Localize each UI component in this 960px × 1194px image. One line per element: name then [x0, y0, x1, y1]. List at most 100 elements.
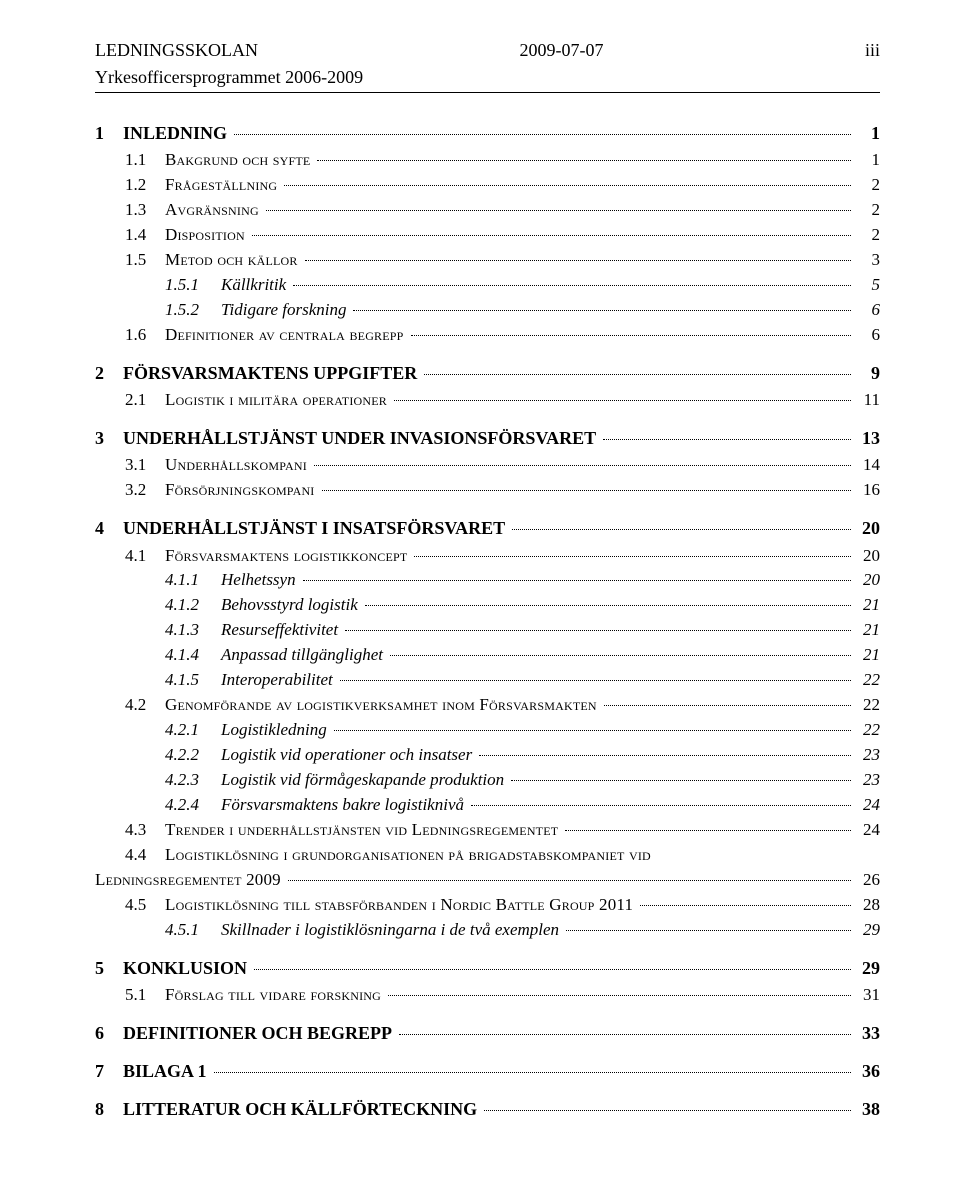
- toc-num: 4.1.1: [165, 569, 221, 592]
- toc-entry: 5.1Förslag till vidare forskning 31: [95, 984, 880, 1007]
- toc-entry: 4.2.2Logistik vid operationer och insats…: [95, 744, 880, 767]
- toc-entry: Ledningsregementet 200926: [95, 869, 880, 892]
- toc-entry: 1.6Definitioner av centrala begrepp6: [95, 324, 880, 347]
- toc-entry: 1.2Frågeställning2: [95, 174, 880, 197]
- toc-entry: 1.5.2Tidigare forskning6: [95, 299, 880, 322]
- toc-num: 4.3: [125, 819, 165, 842]
- table-of-contents: 1INLEDNING11.1Bakgrund och syfte11.2Fråg…: [95, 121, 880, 1122]
- toc-leader: [390, 655, 851, 656]
- toc-leader: [214, 1072, 851, 1073]
- toc-num: 3.1: [125, 454, 165, 477]
- toc-page: 21: [854, 644, 880, 667]
- toc-page: 2: [854, 174, 880, 197]
- toc-page: 36: [854, 1059, 880, 1083]
- toc-page: 5: [854, 274, 880, 297]
- toc-label: Förslag till vidare forskning: [165, 984, 385, 1007]
- running-header: LEDNINGSSKOLAN 2009-07-07 iii: [95, 40, 880, 61]
- toc-entry: 4.2Genomförande av logistikverksamhet in…: [95, 694, 880, 717]
- toc-entry: 5KONKLUSION29: [95, 956, 880, 980]
- toc-page: 29: [854, 919, 880, 942]
- toc-label: Genomförande av logistikverksamhet inom …: [165, 694, 601, 717]
- toc-entry: 4.3Trender i underhållstjänsten vid Ledn…: [95, 819, 880, 842]
- toc-label: Metod och källor: [165, 249, 302, 272]
- toc-label: KONKLUSION: [123, 956, 251, 980]
- toc-label: Logistikledning: [221, 719, 331, 742]
- toc-label: Logistiklösning i grundorganisationen på…: [165, 844, 655, 867]
- toc-entry: 3.1Underhållskompani14: [95, 454, 880, 477]
- toc-leader: [512, 529, 851, 530]
- toc-label: Försvarsmaktens bakre logistiknivå: [221, 794, 468, 817]
- toc-num: 4.1.4: [165, 644, 221, 667]
- toc-entry: 4.1.5Interoperabilitet22: [95, 669, 880, 692]
- toc-entry: 4.5.1Skillnader i logistiklösningarna i …: [95, 919, 880, 942]
- toc-page: 6: [854, 324, 880, 347]
- toc-label: LITTERATUR OCH KÄLLFÖRTECKNING: [123, 1097, 481, 1121]
- toc-num: 4.2.1: [165, 719, 221, 742]
- toc-entry: 1.3Avgränsning2: [95, 199, 880, 222]
- toc-entry: 4.1.1Helhetssyn20: [95, 569, 880, 592]
- toc-label: INLEDNING: [123, 121, 231, 145]
- toc-leader: [479, 755, 851, 756]
- toc-num: 1.5: [125, 249, 165, 272]
- toc-leader: [471, 805, 851, 806]
- toc-entry: 4.1Försvarsmaktens logistikkoncept20: [95, 545, 880, 568]
- toc-page: 29: [854, 956, 880, 980]
- toc-num: 4.2.3: [165, 769, 221, 792]
- toc-label: Källkritik: [221, 274, 290, 297]
- toc-leader: [566, 930, 851, 931]
- toc-leader: [254, 969, 851, 970]
- toc-num: 4.4: [125, 844, 165, 867]
- toc-label: Interoperabilitet: [221, 669, 337, 692]
- toc-num: 1.2: [125, 174, 165, 197]
- toc-num: 4.2: [125, 694, 165, 717]
- toc-num: 1.3: [125, 199, 165, 222]
- toc-entry: 4.1.2Behovsstyrd logistik21: [95, 594, 880, 617]
- toc-num: 1.4: [125, 224, 165, 247]
- toc-page: 31: [854, 984, 880, 1007]
- toc-leader: [305, 260, 851, 261]
- toc-leader: [252, 235, 851, 236]
- toc-leader: [424, 374, 851, 375]
- toc-entry: 4.2.3Logistik vid förmågeskapande produk…: [95, 769, 880, 792]
- toc-num: 4.5.1: [165, 919, 221, 942]
- toc-page: 1: [854, 149, 880, 172]
- toc-num: 4.2.4: [165, 794, 221, 817]
- toc-page: 1: [854, 121, 880, 145]
- toc-page: 20: [854, 569, 880, 592]
- toc-leader: [511, 780, 851, 781]
- toc-num: 4.1.5: [165, 669, 221, 692]
- toc-entry: 8LITTERATUR OCH KÄLLFÖRTECKNING38: [95, 1097, 880, 1121]
- toc-entry: 4.4Logistiklösning i grundorganisationen…: [95, 844, 880, 867]
- toc-page: 2: [854, 224, 880, 247]
- toc-num: 4.1.3: [165, 619, 221, 642]
- toc-label: UNDERHÅLLSTJÄNST UNDER INVASIONSFÖRSVARE…: [123, 426, 600, 450]
- toc-entry: 4.1.3Resurseffektivitet21: [95, 619, 880, 642]
- toc-label: Anpassad tillgänglighet: [221, 644, 387, 667]
- toc-label: Tidigare forskning: [221, 299, 350, 322]
- header-center: 2009-07-07: [519, 40, 603, 61]
- toc-num: 8: [95, 1097, 123, 1121]
- toc-leader: [340, 680, 851, 681]
- toc-leader: [353, 310, 851, 311]
- page: LEDNINGSSKOLAN 2009-07-07 iii Yrkesoffic…: [0, 0, 960, 1194]
- toc-entry: 7BILAGA 136: [95, 1059, 880, 1083]
- toc-entry: 2FÖRSVARSMAKTENS UPPGIFTER9: [95, 361, 880, 385]
- toc-page: 9: [854, 361, 880, 385]
- toc-leader: [334, 730, 851, 731]
- toc-leader: [565, 830, 851, 831]
- toc-leader: [484, 1110, 851, 1111]
- toc-label: Logistik vid operationer och insatser: [221, 744, 476, 767]
- toc-leader: [603, 439, 851, 440]
- toc-entry: 4.5Logistiklösning till stabsförbanden i…: [95, 894, 880, 917]
- toc-page: 6: [854, 299, 880, 322]
- toc-leader: [234, 134, 851, 135]
- header-left: LEDNINGSSKOLAN: [95, 40, 258, 61]
- toc-page: 13: [854, 426, 880, 450]
- toc-label: FÖRSVARSMAKTENS UPPGIFTER: [123, 361, 421, 385]
- toc-entry: 3UNDERHÅLLSTJÄNST UNDER INVASIONSFÖRSVAR…: [95, 426, 880, 450]
- toc-num: 5.1: [125, 984, 165, 1007]
- toc-page: 23: [854, 769, 880, 792]
- toc-num: 4.2.2: [165, 744, 221, 767]
- header-right: iii: [865, 40, 880, 61]
- toc-entry: 6DEFINITIONER OCH BEGREPP33: [95, 1021, 880, 1045]
